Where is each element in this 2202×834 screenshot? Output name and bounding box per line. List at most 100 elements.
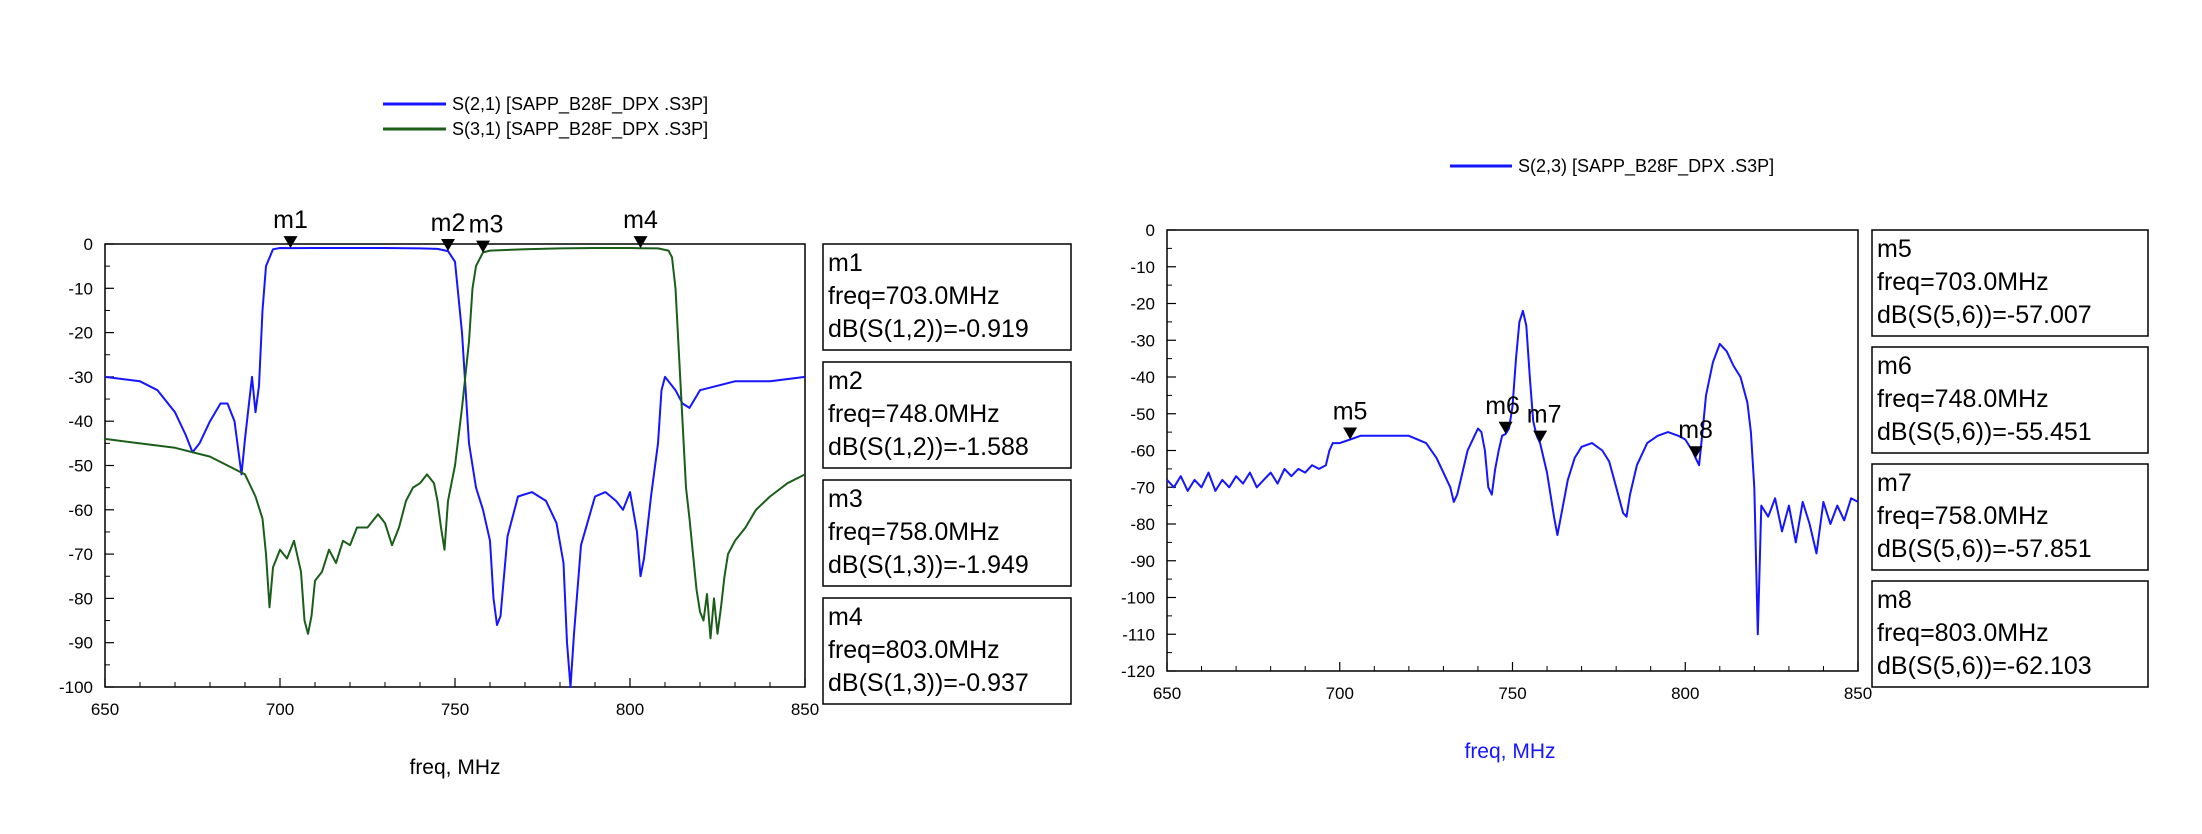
legend-label-s23: S(2,3) [SAPP_B28F_DPX .S3P] — [1518, 156, 1774, 177]
readout-box — [822, 361, 1072, 469]
readout-name: m6 — [1877, 352, 1912, 380]
marker-triangle-m6[interactable] — [1498, 421, 1513, 434]
readout-box — [1871, 346, 2149, 454]
y-tick-label: 0 — [84, 235, 93, 254]
marker-readout-m8: m8 freq=803.0MHz dB(S(5,6))=-62.103 — [1871, 580, 2149, 688]
readout-name: m2 — [828, 367, 863, 395]
marker-label-m1: m1 — [273, 206, 308, 234]
legend-label-s21: S(2,1) [SAPP_B28F_DPX .S3P] — [452, 94, 708, 115]
marker-triangle-m2[interactable] — [441, 239, 455, 252]
readout-freq: freq=758.0MHz — [828, 518, 1000, 546]
readout-freq: freq=803.0MHz — [828, 636, 1000, 664]
marker-label-m2: m2 — [431, 209, 466, 237]
series-line-2 — [104, 247, 806, 640]
readout-freq: freq=758.0MHz — [1877, 502, 2049, 530]
y-tick-label: -110 — [1122, 625, 1155, 644]
marker-group: m5 m6 m7 m8 — [1333, 392, 1713, 459]
x-tick-label: 750 — [441, 700, 469, 719]
readout-value: dB(S(5,6))=-57.851 — [1877, 535, 2092, 563]
marker-triangle-m1[interactable] — [283, 236, 298, 249]
y-tick-label: -100 — [1121, 589, 1155, 608]
readout-value: dB(S(5,6))=-55.451 — [1877, 418, 2092, 446]
marker-label-m7: m7 — [1527, 401, 1562, 429]
y-tick-label: -40 — [68, 412, 93, 431]
readout-freq: freq=748.0MHz — [1877, 385, 2049, 413]
readout-name: m4 — [828, 603, 863, 631]
y-tick-label: -60 — [1130, 442, 1155, 461]
legend-label-s31: S(3,1) [SAPP_B28F_DPX .S3P] — [452, 119, 708, 140]
readout-name: m1 — [828, 249, 863, 277]
readout-freq: freq=748.0MHz — [828, 400, 1000, 428]
y-tick-label: -70 — [68, 545, 93, 564]
y-tick-label: -50 — [68, 457, 93, 476]
readout-box — [1871, 463, 2149, 571]
marker-readout-m6: m6 freq=748.0MHz dB(S(5,6))=-55.451 — [1871, 346, 2149, 454]
x-tick-label: 650 — [91, 700, 119, 719]
y-tick-label: -30 — [1130, 331, 1155, 350]
y-tick-label: -60 — [68, 501, 93, 520]
readout-box — [822, 479, 1072, 587]
readout-name: m5 — [1877, 235, 1912, 263]
marker-triangle-m7[interactable] — [1533, 430, 1548, 443]
x-axis: 650 700 750 800 850 — [1153, 662, 1872, 703]
readout-name: m7 — [1877, 469, 1912, 497]
y-tick-label: -90 — [1130, 552, 1155, 571]
marker-readout-m7: m7 freq=758.0MHz dB(S(5,6))=-57.851 — [1871, 463, 2149, 571]
y-tick-label: -30 — [68, 368, 93, 387]
x-tick-label: 650 — [1153, 684, 1181, 703]
marker-label-m3: m3 — [469, 211, 504, 239]
y-tick-label: -80 — [1130, 515, 1155, 534]
marker-readout-m1: m1 freq=703.0MHz dB(S(1,2))=-0.919 — [822, 243, 1072, 351]
legend: S(2,1) [SAPP_B28F_DPX .S3P] S(3,1) [SAPP… — [383, 94, 708, 140]
readout-name: m8 — [1877, 586, 1912, 614]
series-line-1 — [1166, 309, 1859, 636]
series-group — [1166, 309, 1859, 636]
readout-value: dB(S(1,2))=-1.588 — [828, 433, 1029, 461]
marker-triangle-m4[interactable] — [633, 236, 648, 249]
y-tick-label: -10 — [68, 279, 93, 298]
marker-label-m8: m8 — [1678, 416, 1713, 444]
x-tick-label: 700 — [1326, 684, 1354, 703]
marker-readout-m4: m4 freq=803.0MHz dB(S(1,3))=-0.937 — [822, 597, 1072, 705]
y-axis: 0 -10 -20 -30 -40 -50 -60 -70 -80 -90 -100 -110 -120 — [1121, 221, 1176, 681]
marker-triangle-m3[interactable] — [476, 240, 490, 253]
marker-label-m5: m5 — [1333, 398, 1368, 426]
marker-label-m6: m6 — [1485, 392, 1520, 420]
y-tick-label: -100 — [59, 678, 93, 697]
x-tick-label: 850 — [1844, 684, 1872, 703]
marker-triangle-m5[interactable] — [1343, 427, 1358, 440]
x-axis: 650 700 750 800 850 — [91, 678, 819, 719]
y-tick-label: 0 — [1146, 221, 1155, 240]
x-tick-label: 750 — [1498, 684, 1526, 703]
y-tick-label: -20 — [1130, 295, 1155, 314]
y-axis: 0 -10 -20 -30 -40 -50 -60 -70 -80 -90 -100 — [59, 235, 114, 697]
x-tick-label: 850 — [791, 700, 819, 719]
readout-box — [822, 597, 1072, 705]
y-tick-label: -20 — [68, 324, 93, 343]
y-tick-label: -40 — [1130, 368, 1155, 387]
readout-box — [1871, 580, 2149, 688]
marker-label-m4: m4 — [623, 206, 658, 234]
y-tick-label: -120 — [1121, 662, 1155, 681]
marker-triangle-m8[interactable] — [1688, 446, 1703, 459]
y-tick-label: -10 — [1130, 258, 1155, 277]
series-line-1 — [104, 247, 806, 688]
readout-freq: freq=703.0MHz — [828, 282, 1000, 310]
readout-value: dB(S(1,3))=-0.937 — [828, 669, 1029, 697]
legend: S(2,3) [SAPP_B28F_DPX .S3P] — [1450, 156, 1774, 177]
y-tick-label: -90 — [68, 634, 93, 653]
readout-box — [822, 243, 1072, 351]
readout-name: m3 — [828, 485, 863, 513]
x-axis-label: freq, MHz — [409, 756, 500, 779]
marker-readout-m3: m3 freq=758.0MHz dB(S(1,3))=-1.949 — [822, 479, 1072, 587]
chart-left: S(2,1) [SAPP_B28F_DPX .S3P] S(3,1) [SAPP… — [59, 94, 1072, 779]
chart-right: S(2,3) [SAPP_B28F_DPX .S3P] 0 -10 -20 -30 -4… — [1121, 156, 2149, 763]
x-tick-label: 700 — [266, 700, 294, 719]
y-tick-label: -80 — [68, 589, 93, 608]
readout-value: dB(S(5,6))=-62.103 — [1877, 652, 2092, 680]
x-axis-label: freq, MHz — [1464, 740, 1555, 763]
y-tick-label: -50 — [1130, 405, 1155, 424]
x-tick-label: 800 — [616, 700, 644, 719]
marker-readouts: m5 freq=703.0MHz dB(S(5,6))=-57.007 m6 freq=… — [1871, 229, 2149, 688]
